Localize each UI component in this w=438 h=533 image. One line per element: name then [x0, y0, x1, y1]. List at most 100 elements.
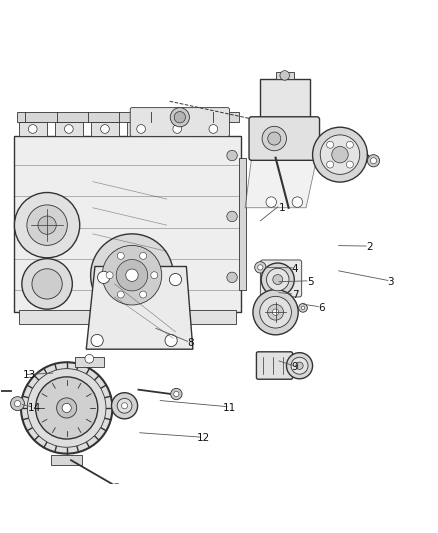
- Circle shape: [22, 259, 72, 309]
- FancyBboxPatch shape: [130, 108, 230, 136]
- Circle shape: [101, 125, 110, 133]
- Circle shape: [21, 362, 113, 454]
- Bar: [14, 136, 241, 312]
- Circle shape: [260, 296, 291, 328]
- FancyBboxPatch shape: [260, 79, 311, 120]
- Circle shape: [371, 158, 377, 164]
- Circle shape: [292, 197, 303, 207]
- Circle shape: [171, 389, 182, 400]
- Circle shape: [327, 161, 334, 168]
- Text: 7: 7: [292, 290, 298, 300]
- Text: 12: 12: [197, 433, 210, 443]
- Circle shape: [268, 304, 283, 320]
- Circle shape: [85, 354, 94, 363]
- Text: 2: 2: [366, 242, 372, 252]
- Bar: [163, 122, 191, 136]
- Circle shape: [140, 253, 147, 260]
- Text: 4: 4: [292, 264, 298, 273]
- FancyBboxPatch shape: [260, 260, 302, 297]
- Circle shape: [126, 269, 138, 281]
- Bar: [55, 122, 83, 136]
- Circle shape: [273, 274, 283, 285]
- Text: 6: 6: [318, 303, 325, 313]
- Bar: [17, 112, 239, 122]
- Circle shape: [14, 400, 21, 407]
- Circle shape: [117, 398, 132, 413]
- Circle shape: [266, 197, 276, 207]
- Circle shape: [346, 141, 353, 148]
- Circle shape: [209, 125, 218, 133]
- Circle shape: [266, 268, 289, 291]
- Circle shape: [106, 272, 113, 279]
- Circle shape: [258, 265, 263, 270]
- Circle shape: [227, 211, 237, 222]
- Circle shape: [272, 309, 279, 316]
- Circle shape: [174, 111, 185, 123]
- Bar: [19, 122, 47, 136]
- Bar: [239, 158, 247, 290]
- Text: 5: 5: [307, 277, 314, 287]
- Circle shape: [102, 245, 162, 305]
- Circle shape: [327, 141, 334, 148]
- Text: 14: 14: [28, 403, 41, 413]
- Circle shape: [112, 393, 138, 419]
- Circle shape: [137, 125, 145, 133]
- Bar: [199, 122, 228, 136]
- Circle shape: [291, 357, 308, 374]
- FancyBboxPatch shape: [249, 117, 320, 160]
- Circle shape: [27, 205, 67, 245]
- Circle shape: [11, 397, 25, 410]
- Circle shape: [14, 192, 80, 258]
- Circle shape: [227, 272, 237, 282]
- Circle shape: [121, 403, 127, 409]
- Circle shape: [117, 291, 124, 298]
- Circle shape: [253, 289, 298, 335]
- Bar: [75, 357, 104, 367]
- Circle shape: [151, 272, 158, 279]
- Text: 9: 9: [292, 361, 298, 372]
- Circle shape: [286, 353, 313, 379]
- Polygon shape: [245, 158, 317, 208]
- Bar: [276, 71, 294, 79]
- Bar: [51, 455, 82, 465]
- FancyBboxPatch shape: [256, 352, 293, 379]
- Circle shape: [296, 362, 303, 369]
- Circle shape: [91, 234, 173, 317]
- Circle shape: [165, 334, 177, 346]
- Circle shape: [98, 271, 110, 284]
- Circle shape: [116, 260, 148, 291]
- Circle shape: [57, 398, 77, 418]
- Circle shape: [261, 263, 294, 296]
- Text: 8: 8: [187, 338, 194, 348]
- Circle shape: [114, 487, 119, 492]
- Circle shape: [32, 269, 62, 299]
- Circle shape: [332, 147, 348, 163]
- Circle shape: [91, 334, 103, 346]
- Circle shape: [111, 483, 122, 495]
- Circle shape: [313, 127, 367, 182]
- Circle shape: [254, 262, 266, 273]
- Circle shape: [320, 135, 360, 174]
- Circle shape: [170, 108, 189, 127]
- Text: 13: 13: [23, 370, 36, 381]
- Circle shape: [301, 306, 305, 310]
- Circle shape: [35, 377, 98, 439]
- Circle shape: [28, 125, 37, 133]
- Bar: [91, 122, 119, 136]
- Circle shape: [140, 291, 147, 298]
- Circle shape: [170, 273, 182, 286]
- Circle shape: [64, 125, 73, 133]
- Circle shape: [62, 403, 71, 413]
- Circle shape: [38, 216, 56, 235]
- Circle shape: [227, 150, 237, 161]
- Text: 3: 3: [388, 277, 394, 287]
- Circle shape: [346, 161, 353, 168]
- Bar: [127, 122, 155, 136]
- Circle shape: [173, 125, 182, 133]
- Circle shape: [27, 369, 106, 447]
- Polygon shape: [86, 266, 193, 349]
- Circle shape: [299, 303, 307, 312]
- Circle shape: [280, 71, 290, 80]
- Circle shape: [262, 126, 286, 151]
- Text: 1: 1: [279, 203, 286, 213]
